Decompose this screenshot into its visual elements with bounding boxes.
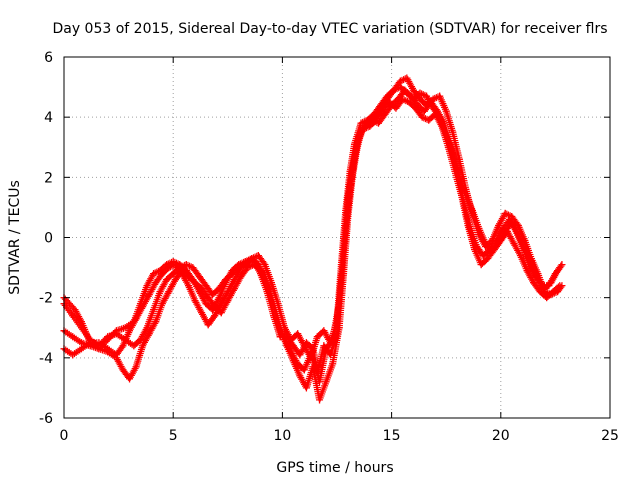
x-tick-label: 5 <box>169 428 178 444</box>
data-point <box>142 325 150 333</box>
data-point <box>391 85 399 93</box>
data-point <box>419 91 427 99</box>
data-points <box>60 74 566 404</box>
y-tick-label: -4 <box>39 351 53 367</box>
data-point <box>235 264 243 272</box>
data-point <box>398 76 406 84</box>
y-tick-labels: -6 -4 -2 0 2 4 6 <box>39 50 53 427</box>
data-point <box>182 261 190 269</box>
x-tick-labels: 0 5 10 15 20 25 <box>60 428 619 444</box>
data-point <box>153 268 161 276</box>
data-point <box>179 262 187 270</box>
data-point <box>362 124 370 132</box>
data-point <box>526 256 534 264</box>
data-point <box>166 263 174 271</box>
grid <box>64 57 610 418</box>
data-point <box>238 262 246 270</box>
data-point <box>177 263 185 271</box>
x-tick-label: 0 <box>60 428 69 444</box>
data-point <box>399 95 407 103</box>
data-point <box>513 229 521 237</box>
data-point <box>184 280 192 288</box>
y-tick-label: 4 <box>44 110 53 126</box>
y-tick-label: 2 <box>44 170 53 186</box>
x-tick-label: 20 <box>492 428 510 444</box>
y-axis-label: SDTVAR / TECUs <box>7 180 23 295</box>
data-point <box>504 211 512 219</box>
data-point <box>416 89 424 97</box>
data-point <box>557 262 565 270</box>
y-tick-label: -2 <box>39 291 53 307</box>
data-point <box>420 114 428 122</box>
data-point <box>554 283 562 291</box>
data-point <box>558 261 566 269</box>
data-point <box>359 118 367 126</box>
y-tick-label: 0 <box>44 231 53 247</box>
data-point <box>396 77 404 85</box>
data-point <box>418 90 426 98</box>
data-point <box>214 295 222 303</box>
data-point <box>503 210 511 218</box>
data-point <box>256 268 264 276</box>
data-point <box>418 113 426 121</box>
x-tick-label: 25 <box>601 428 619 444</box>
data-point <box>556 282 564 290</box>
data-point <box>184 261 192 269</box>
data-point <box>249 254 257 262</box>
data-point <box>248 255 256 263</box>
series-track-1 <box>60 86 566 377</box>
data-point <box>501 209 509 217</box>
data-point <box>150 270 158 278</box>
chart-title: Day 053 of 2015, Sidereal Day-to-day VTE… <box>52 21 607 37</box>
data-point <box>151 319 159 327</box>
data-point <box>400 96 408 104</box>
data-point <box>357 119 365 127</box>
data-point <box>402 97 410 105</box>
data-point <box>131 365 139 373</box>
y-tick-label: 6 <box>44 50 53 66</box>
data-point <box>260 259 268 267</box>
data-point <box>390 86 398 94</box>
data-point <box>435 112 443 120</box>
x-tick-label: 15 <box>383 428 401 444</box>
data-point <box>360 118 368 126</box>
series-track-4 <box>60 83 566 362</box>
data-point <box>151 269 159 277</box>
data-point <box>186 262 194 270</box>
x-tick-label: 10 <box>273 428 291 444</box>
axis-ticks <box>63 56 611 419</box>
data-point <box>236 263 244 271</box>
x-axis-label: GPS time / hours <box>276 460 393 476</box>
y-tick-label: -6 <box>39 411 53 427</box>
data-point <box>516 250 524 258</box>
data-point <box>165 264 173 272</box>
data-point <box>176 264 184 272</box>
